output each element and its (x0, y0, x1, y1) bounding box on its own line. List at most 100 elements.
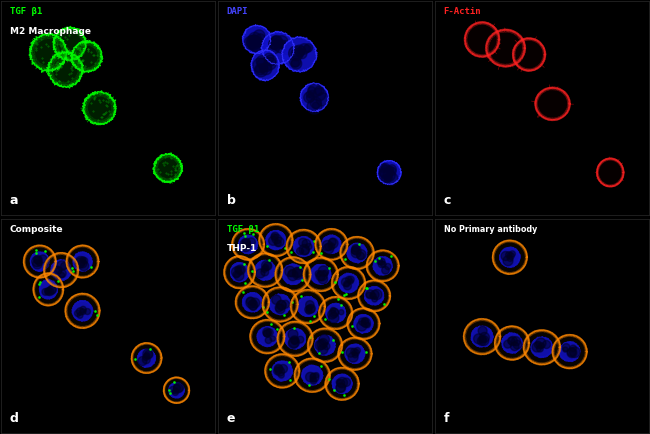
Polygon shape (380, 165, 393, 179)
Polygon shape (372, 289, 382, 299)
Polygon shape (507, 256, 513, 261)
Polygon shape (247, 35, 261, 50)
Polygon shape (254, 30, 265, 41)
Polygon shape (173, 388, 179, 394)
Polygon shape (386, 166, 394, 174)
Polygon shape (75, 258, 85, 268)
Polygon shape (361, 318, 370, 327)
Polygon shape (276, 367, 285, 376)
Polygon shape (508, 337, 515, 345)
Polygon shape (276, 304, 285, 314)
Polygon shape (293, 236, 314, 256)
Polygon shape (463, 319, 501, 355)
Polygon shape (236, 265, 246, 275)
Polygon shape (339, 309, 344, 315)
Polygon shape (373, 256, 393, 275)
Polygon shape (174, 384, 183, 393)
Polygon shape (56, 267, 62, 273)
Polygon shape (285, 266, 295, 276)
Polygon shape (82, 258, 88, 264)
Polygon shape (370, 293, 376, 299)
Polygon shape (315, 340, 325, 350)
Polygon shape (143, 354, 150, 360)
Polygon shape (263, 330, 270, 337)
Polygon shape (352, 245, 361, 255)
Polygon shape (378, 261, 385, 268)
Polygon shape (250, 298, 260, 308)
Polygon shape (284, 328, 306, 349)
Polygon shape (523, 329, 560, 365)
Polygon shape (479, 336, 486, 343)
Polygon shape (64, 293, 100, 329)
Polygon shape (272, 361, 292, 381)
Polygon shape (316, 93, 330, 106)
Polygon shape (264, 53, 274, 63)
Polygon shape (329, 313, 339, 323)
Text: e: e (227, 411, 235, 424)
Polygon shape (263, 262, 272, 270)
Polygon shape (310, 373, 319, 382)
Polygon shape (34, 255, 42, 263)
Polygon shape (465, 22, 499, 57)
Polygon shape (307, 328, 343, 363)
Polygon shape (382, 266, 389, 274)
Polygon shape (337, 337, 372, 370)
Polygon shape (142, 356, 150, 364)
Polygon shape (131, 342, 162, 374)
Polygon shape (36, 260, 42, 266)
Polygon shape (242, 238, 250, 247)
Polygon shape (318, 296, 353, 330)
Polygon shape (307, 99, 322, 114)
Polygon shape (248, 253, 283, 288)
Polygon shape (244, 36, 257, 49)
Polygon shape (317, 340, 327, 349)
Polygon shape (246, 297, 254, 305)
Polygon shape (65, 244, 99, 278)
Polygon shape (294, 45, 305, 56)
Polygon shape (290, 56, 301, 67)
Polygon shape (260, 63, 272, 75)
Text: M2 Macrophage: M2 Macrophage (10, 26, 91, 36)
Polygon shape (380, 261, 386, 267)
Polygon shape (310, 373, 316, 379)
Polygon shape (289, 338, 298, 349)
Polygon shape (313, 88, 326, 101)
Polygon shape (80, 309, 86, 315)
Polygon shape (275, 256, 311, 292)
Polygon shape (326, 303, 346, 323)
Polygon shape (272, 295, 281, 304)
Polygon shape (328, 243, 335, 250)
Polygon shape (314, 372, 319, 378)
Polygon shape (346, 308, 380, 340)
Polygon shape (251, 36, 261, 46)
Text: f: f (443, 411, 449, 424)
Polygon shape (272, 234, 281, 244)
Polygon shape (315, 270, 322, 277)
Polygon shape (282, 264, 304, 285)
Polygon shape (297, 336, 304, 343)
Polygon shape (51, 260, 72, 280)
Polygon shape (255, 38, 264, 47)
Polygon shape (379, 164, 387, 172)
Polygon shape (365, 322, 370, 328)
Polygon shape (358, 280, 391, 312)
Polygon shape (263, 328, 272, 336)
Text: b: b (227, 194, 235, 207)
Polygon shape (570, 345, 577, 352)
Polygon shape (494, 326, 530, 360)
Polygon shape (348, 279, 354, 284)
Polygon shape (567, 348, 577, 358)
Polygon shape (231, 228, 265, 261)
Polygon shape (317, 270, 328, 281)
Polygon shape (352, 352, 358, 358)
Polygon shape (291, 58, 302, 69)
Polygon shape (563, 347, 568, 352)
Polygon shape (354, 315, 373, 333)
Polygon shape (271, 232, 279, 240)
Polygon shape (275, 36, 288, 49)
Polygon shape (597, 158, 624, 187)
Text: a: a (10, 194, 18, 207)
Polygon shape (307, 304, 315, 313)
Polygon shape (247, 238, 255, 246)
Polygon shape (501, 251, 510, 260)
